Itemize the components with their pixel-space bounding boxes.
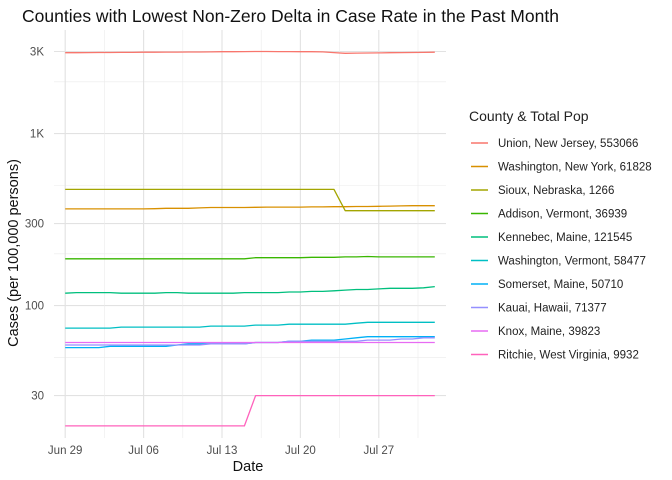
y-tick-label: 100 <box>25 301 44 313</box>
y-axis-title: Cases (per 100,000 persons) <box>6 159 22 347</box>
series-line <box>65 321 435 329</box>
legend-label: Sioux, Nebraska, 1266 <box>498 185 614 197</box>
y-axis-ticks: 30 100 300 1K 3K <box>25 46 45 402</box>
y-tick-label: 3K <box>30 46 44 58</box>
y-tick-label: 1K <box>30 129 44 141</box>
x-tick-label: Jul 06 <box>128 445 159 457</box>
legend-label: Addison, Vermont, 36939 <box>498 209 627 221</box>
x-axis-ticks: Jun 29 Jul 06 Jul 13 Jul 20 Jul 27 <box>48 445 394 457</box>
x-tick-label: Jul 27 <box>363 445 394 457</box>
legend-label: Somerset, Maine, 50710 <box>498 279 623 291</box>
series-line <box>65 205 435 210</box>
x-tick-label: Jun 29 <box>48 445 83 457</box>
legend-title: County & Total Pop <box>469 108 589 124</box>
legend-label: Washington, Vermont, 58477 <box>498 256 646 268</box>
legend-label: Kauai, Hawaii, 71377 <box>498 303 607 315</box>
chart-title: Counties with Lowest Non-Zero Delta in C… <box>22 6 559 26</box>
legend-label: Union, New Jersey, 553066 <box>498 138 638 150</box>
series-lines <box>65 50 435 427</box>
x-axis-title: Date <box>233 459 264 475</box>
series-line <box>65 285 435 294</box>
series-line <box>65 394 435 427</box>
series-line <box>65 188 435 212</box>
series-line <box>65 50 435 54</box>
legend: Union, New Jersey, 553066 Washington, New… <box>471 138 652 362</box>
legend-label: Washington, New York, 61828 <box>498 162 652 174</box>
x-tick-label: Jul 20 <box>285 445 316 457</box>
legend-label: Kennebec, Maine, 121545 <box>498 232 632 244</box>
legend-label: Knox, Maine, 39823 <box>498 326 600 338</box>
x-tick-label: Jul 13 <box>207 445 238 457</box>
legend-label: Ritchie, West Virginia, 9932 <box>498 350 639 362</box>
grid <box>54 30 446 438</box>
y-tick-label: 300 <box>25 219 44 231</box>
series-line <box>65 337 435 346</box>
y-tick-label: 30 <box>31 391 44 403</box>
series-line <box>65 255 435 260</box>
